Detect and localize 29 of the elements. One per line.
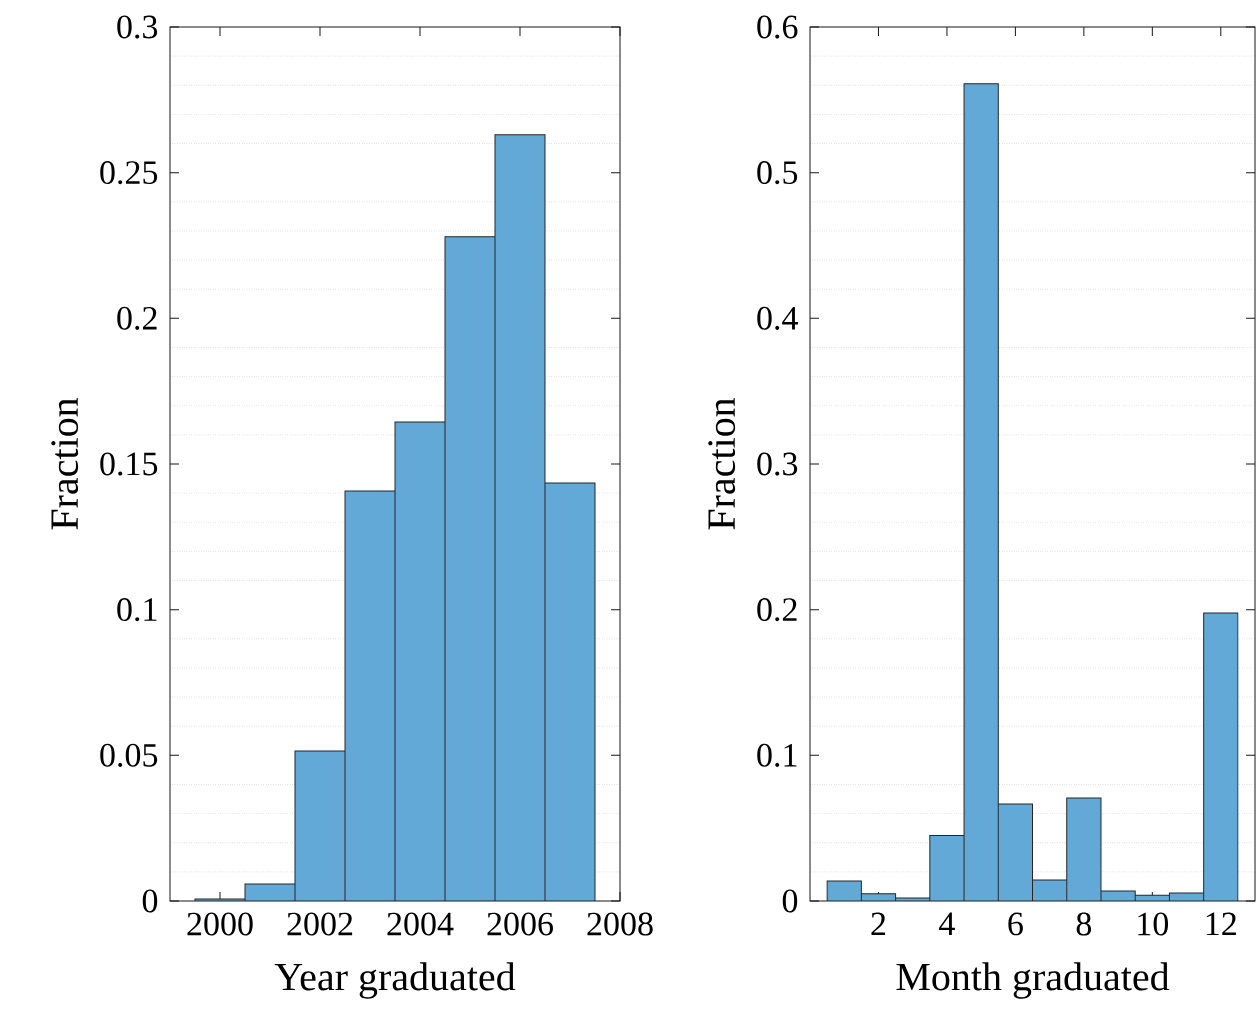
y-tick-label: 0.5 [757, 161, 798, 185]
x-tick-label: 6 [1008, 912, 1023, 936]
y-tick-label: 0.6 [757, 15, 798, 39]
y-tick-label: 0.1 [117, 598, 157, 622]
x-axis-title: Month graduated [896, 962, 1170, 999]
x-tick-label: 2000 [187, 912, 253, 936]
y-tick-label: 0 [782, 889, 798, 913]
x-tick-label: 2008 [587, 912, 653, 936]
y-tick-label: 0.3 [117, 15, 158, 39]
y-tick-label: 0 [142, 889, 158, 913]
x-tick-label: 2006 [487, 912, 553, 936]
y-axis-title: Fraction [708, 397, 736, 530]
x-tick-label: 12 [1206, 912, 1236, 936]
y-tick-label: 0.4 [757, 306, 798, 330]
y-tick-label: 0.05 [100, 743, 158, 767]
x-tick-label: 2 [871, 912, 886, 936]
y-tick-label: 0.2 [117, 306, 157, 330]
y-tick-label: 0.3 [757, 452, 798, 476]
x-axis-title: Year graduated [274, 962, 516, 999]
y-tick-label: 0.15 [100, 452, 158, 476]
y-tick-label: 0.1 [757, 743, 797, 767]
y-tick-label: 0.25 [100, 161, 158, 185]
x-tick-label: 8 [1076, 912, 1092, 936]
x-tick-label: 2002 [287, 912, 353, 936]
y-axis-title: Fraction [51, 397, 79, 530]
y-tick-label: 0.2 [757, 598, 797, 622]
x-tick-label: 10 [1138, 912, 1169, 936]
x-tick-label: 2004 [387, 912, 454, 936]
x-tick-label: 4 [939, 912, 955, 935]
